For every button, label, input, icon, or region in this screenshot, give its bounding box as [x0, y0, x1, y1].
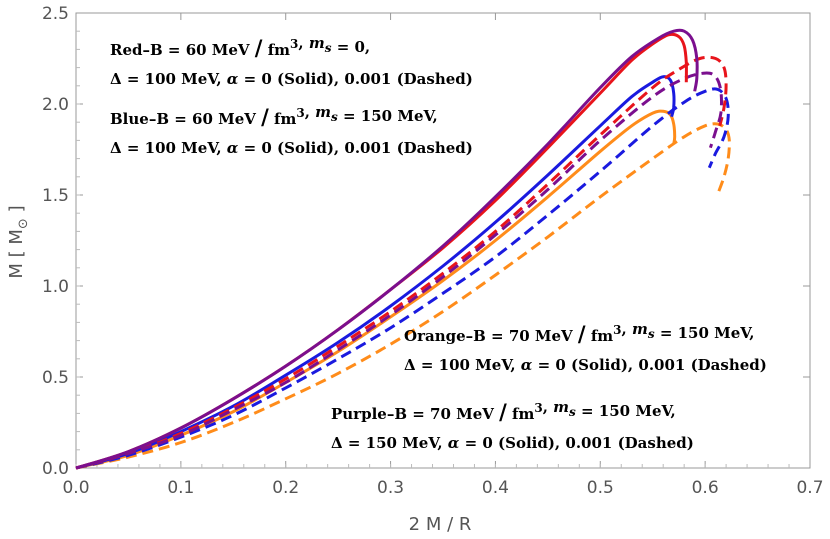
x-tick-label: 0.4	[482, 478, 509, 498]
y-axis-label-close: ]	[6, 205, 27, 218]
series-purple-dashed	[75, 71, 723, 470]
x-tick-label: 0.0	[62, 478, 89, 498]
annotation-orange-line-1: Orange–B = 70 MeV / fm3, ms = 150 MeV,	[404, 320, 755, 346]
x-tick-label: 0.6	[692, 478, 719, 498]
y-tick-label: 2.0	[42, 95, 69, 115]
y-tick-label: 0.5	[42, 368, 69, 388]
axes: 0.0 0.1 0.2 0.3 0.4 0.5 0.6 0.7 0.0 0.5 1.0 1.5 2.0 2…	[42, 4, 824, 498]
annotation-purple-line-1: Purple–B = 70 MeV / fm3, ms = 150 MeV,	[331, 398, 676, 424]
y-tick-label: 2.5	[42, 4, 69, 24]
series-purple-solid	[75, 28, 699, 470]
annotation-blue-line-1: Blue–B = 60 MeV / fm3, ms = 150 MeV,	[110, 103, 438, 129]
x-tick-label: 0.2	[272, 478, 299, 498]
series-red-dashed	[75, 55, 728, 470]
y-tick-label: 1.5	[42, 186, 69, 206]
series-group	[75, 28, 731, 470]
annotation-orange-line-2: Δ = 100 MeV, α = 0 (Solid), 0.001 (Dashe…	[404, 356, 767, 374]
plot-frame	[75, 12, 811, 469]
x-axis-label: 2 M / R	[409, 514, 472, 535]
y-tick-label: 0.0	[42, 459, 69, 479]
series-blue-dashed	[75, 87, 730, 470]
series-orange-dashed	[75, 122, 731, 470]
y-tick-label: 1.0	[42, 277, 69, 297]
annotation-red-line-2: Δ = 100 MeV, α = 0 (Solid), 0.001 (Dashe…	[110, 70, 473, 88]
series-blue-solid	[75, 75, 676, 470]
annotations: Red–B = 60 MeV / fm3, ms = 0, Δ = 100 MeV…	[110, 34, 767, 452]
x-tick-label: 0.3	[377, 478, 404, 498]
x-tick-label: 0.5	[587, 478, 614, 498]
x-tick-label: 0.7	[796, 478, 823, 498]
annotation-blue-line-2: Δ = 100 MeV, α = 0 (Solid), 0.001 (Dashe…	[110, 139, 473, 157]
y-axis-label: M [ M⊙ ]	[6, 205, 31, 278]
y-axis-label-sub: ⊙	[16, 218, 31, 229]
annotation-purple-line-2: Δ = 150 MeV, α = 0 (Solid), 0.001 (Dashe…	[331, 434, 694, 452]
annotation-red-line-1: Red–B = 60 MeV / fm3, ms = 0,	[110, 34, 370, 60]
x-tick-label: 0.1	[167, 478, 194, 498]
y-axis-label-main: M [ M	[6, 229, 27, 279]
